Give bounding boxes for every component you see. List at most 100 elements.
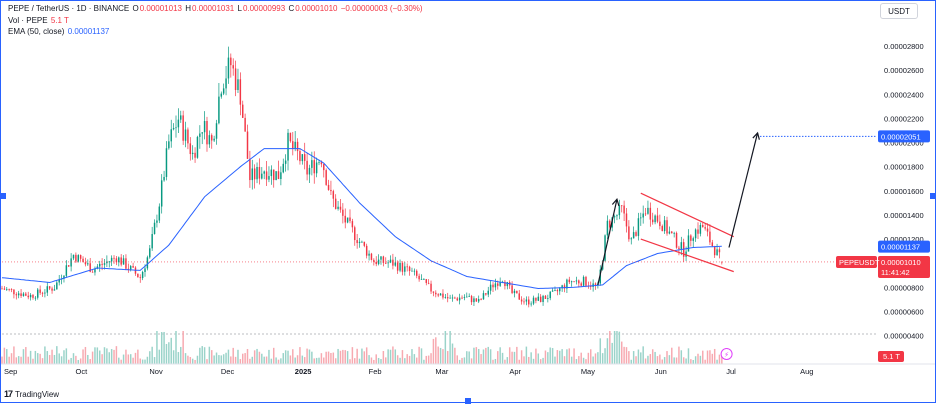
volume-bar: [365, 347, 368, 364]
volume-bar: [425, 355, 428, 364]
candle-body: [492, 284, 494, 288]
candle-body: [525, 299, 528, 302]
volume-bar: [56, 346, 58, 364]
volume-bar: [125, 349, 127, 364]
candle-body: [399, 262, 401, 271]
volume-bar: [63, 350, 65, 364]
candle-body: [263, 171, 265, 174]
volume-bar: [525, 346, 528, 364]
target-arrow: [728, 132, 759, 248]
volume-bar: [25, 347, 27, 364]
candle-body: [110, 257, 113, 262]
candle-body: [570, 281, 573, 283]
candle-body: [547, 298, 549, 299]
candle-body: [542, 295, 544, 302]
candle-body: [334, 198, 337, 209]
volume-bar: [482, 349, 485, 364]
volume-bar: [637, 349, 640, 364]
lightning-icon: [720, 348, 733, 360]
candle-body: [539, 296, 542, 302]
volume-bar: [170, 337, 172, 364]
candle-body: [320, 162, 323, 165]
volume-bar: [513, 351, 516, 364]
volume-bar: [39, 353, 41, 364]
volume-bar: [444, 331, 447, 364]
candle-body: [39, 289, 41, 293]
candle-body: [258, 166, 261, 179]
volume-bar: [149, 351, 151, 364]
tradingview-logo[interactable]: 17 TradingView: [4, 389, 59, 399]
volume-bar: [201, 346, 203, 364]
candle-body: [160, 180, 163, 207]
volume-bar: [380, 359, 382, 364]
volume-bar: [718, 354, 721, 364]
volume-bar: [103, 347, 106, 364]
candle-body: [578, 280, 580, 284]
resize-handle-bottom[interactable]: [465, 398, 471, 404]
volume-bar: [246, 348, 249, 364]
candle-body: [106, 261, 108, 264]
candle-body: [358, 241, 361, 244]
ema-label[interactable]: EMA (50, close): [8, 27, 65, 36]
candle-body: [697, 229, 699, 234]
volume-bar: [277, 359, 280, 364]
volume-bar: [308, 349, 311, 364]
candle-body: [377, 259, 380, 265]
volume-bar: [339, 350, 342, 364]
currency-button[interactable]: USDT: [880, 3, 918, 19]
volume-bar: [282, 353, 284, 364]
volume-bar: [129, 354, 132, 364]
volume-bar: [244, 353, 246, 364]
candle-body: [129, 266, 132, 270]
volume-label[interactable]: Vol · PEPE: [8, 16, 48, 25]
volume-bar: [508, 347, 511, 364]
candle-body: [156, 220, 158, 223]
candle-body: [239, 79, 242, 105]
resize-handle-right[interactable]: [930, 193, 936, 199]
candle-body: [163, 176, 165, 181]
symbol-label[interactable]: PEPE / TetherUS · 1D · BINANCE: [8, 4, 130, 13]
volume-bar: [6, 349, 8, 364]
volume-bar: [446, 351, 449, 364]
candle-body: [249, 158, 251, 181]
candle-body: [430, 283, 432, 292]
candle-body: [234, 68, 237, 91]
candle-body: [89, 263, 91, 272]
candle-body: [222, 88, 225, 94]
volume-bar: [601, 353, 604, 364]
volume-bar: [153, 357, 156, 364]
volume-bar: [292, 349, 294, 364]
resize-handle-left[interactable]: [0, 193, 6, 199]
candle-body: [72, 254, 75, 259]
candle-body: [330, 189, 332, 192]
volume-bar: [77, 359, 80, 364]
volume-bar: [616, 331, 618, 364]
volume-bar: [363, 351, 366, 364]
last-price-label: 0.00001010: [881, 258, 921, 267]
candle-body: [468, 296, 470, 297]
candle-body: [437, 294, 439, 296]
volume-bar: [389, 349, 392, 364]
candle-body: [566, 279, 568, 289]
candle-body: [604, 235, 606, 261]
candle-body: [203, 121, 206, 133]
volume-bar: [663, 357, 666, 364]
volume-bar: [687, 348, 690, 364]
volume-legend: Vol · PEPE 5.1 T: [8, 15, 70, 26]
candle-body: [442, 293, 444, 298]
volume-bar: [561, 349, 563, 364]
channel-upper-line: [640, 192, 735, 238]
volume-bar: [368, 355, 370, 364]
candle-body: [418, 275, 420, 280]
candle-body: [87, 263, 89, 265]
candle-body: [613, 216, 616, 218]
volume-bar: [79, 358, 82, 364]
volume-bar: [406, 354, 408, 364]
candle-body: [389, 259, 392, 263]
candle-body: [225, 78, 227, 89]
countdown-label: 11:41:42: [881, 268, 910, 277]
candle-body: [475, 298, 478, 302]
volume-bar: [358, 358, 361, 364]
candle-body: [435, 292, 437, 295]
